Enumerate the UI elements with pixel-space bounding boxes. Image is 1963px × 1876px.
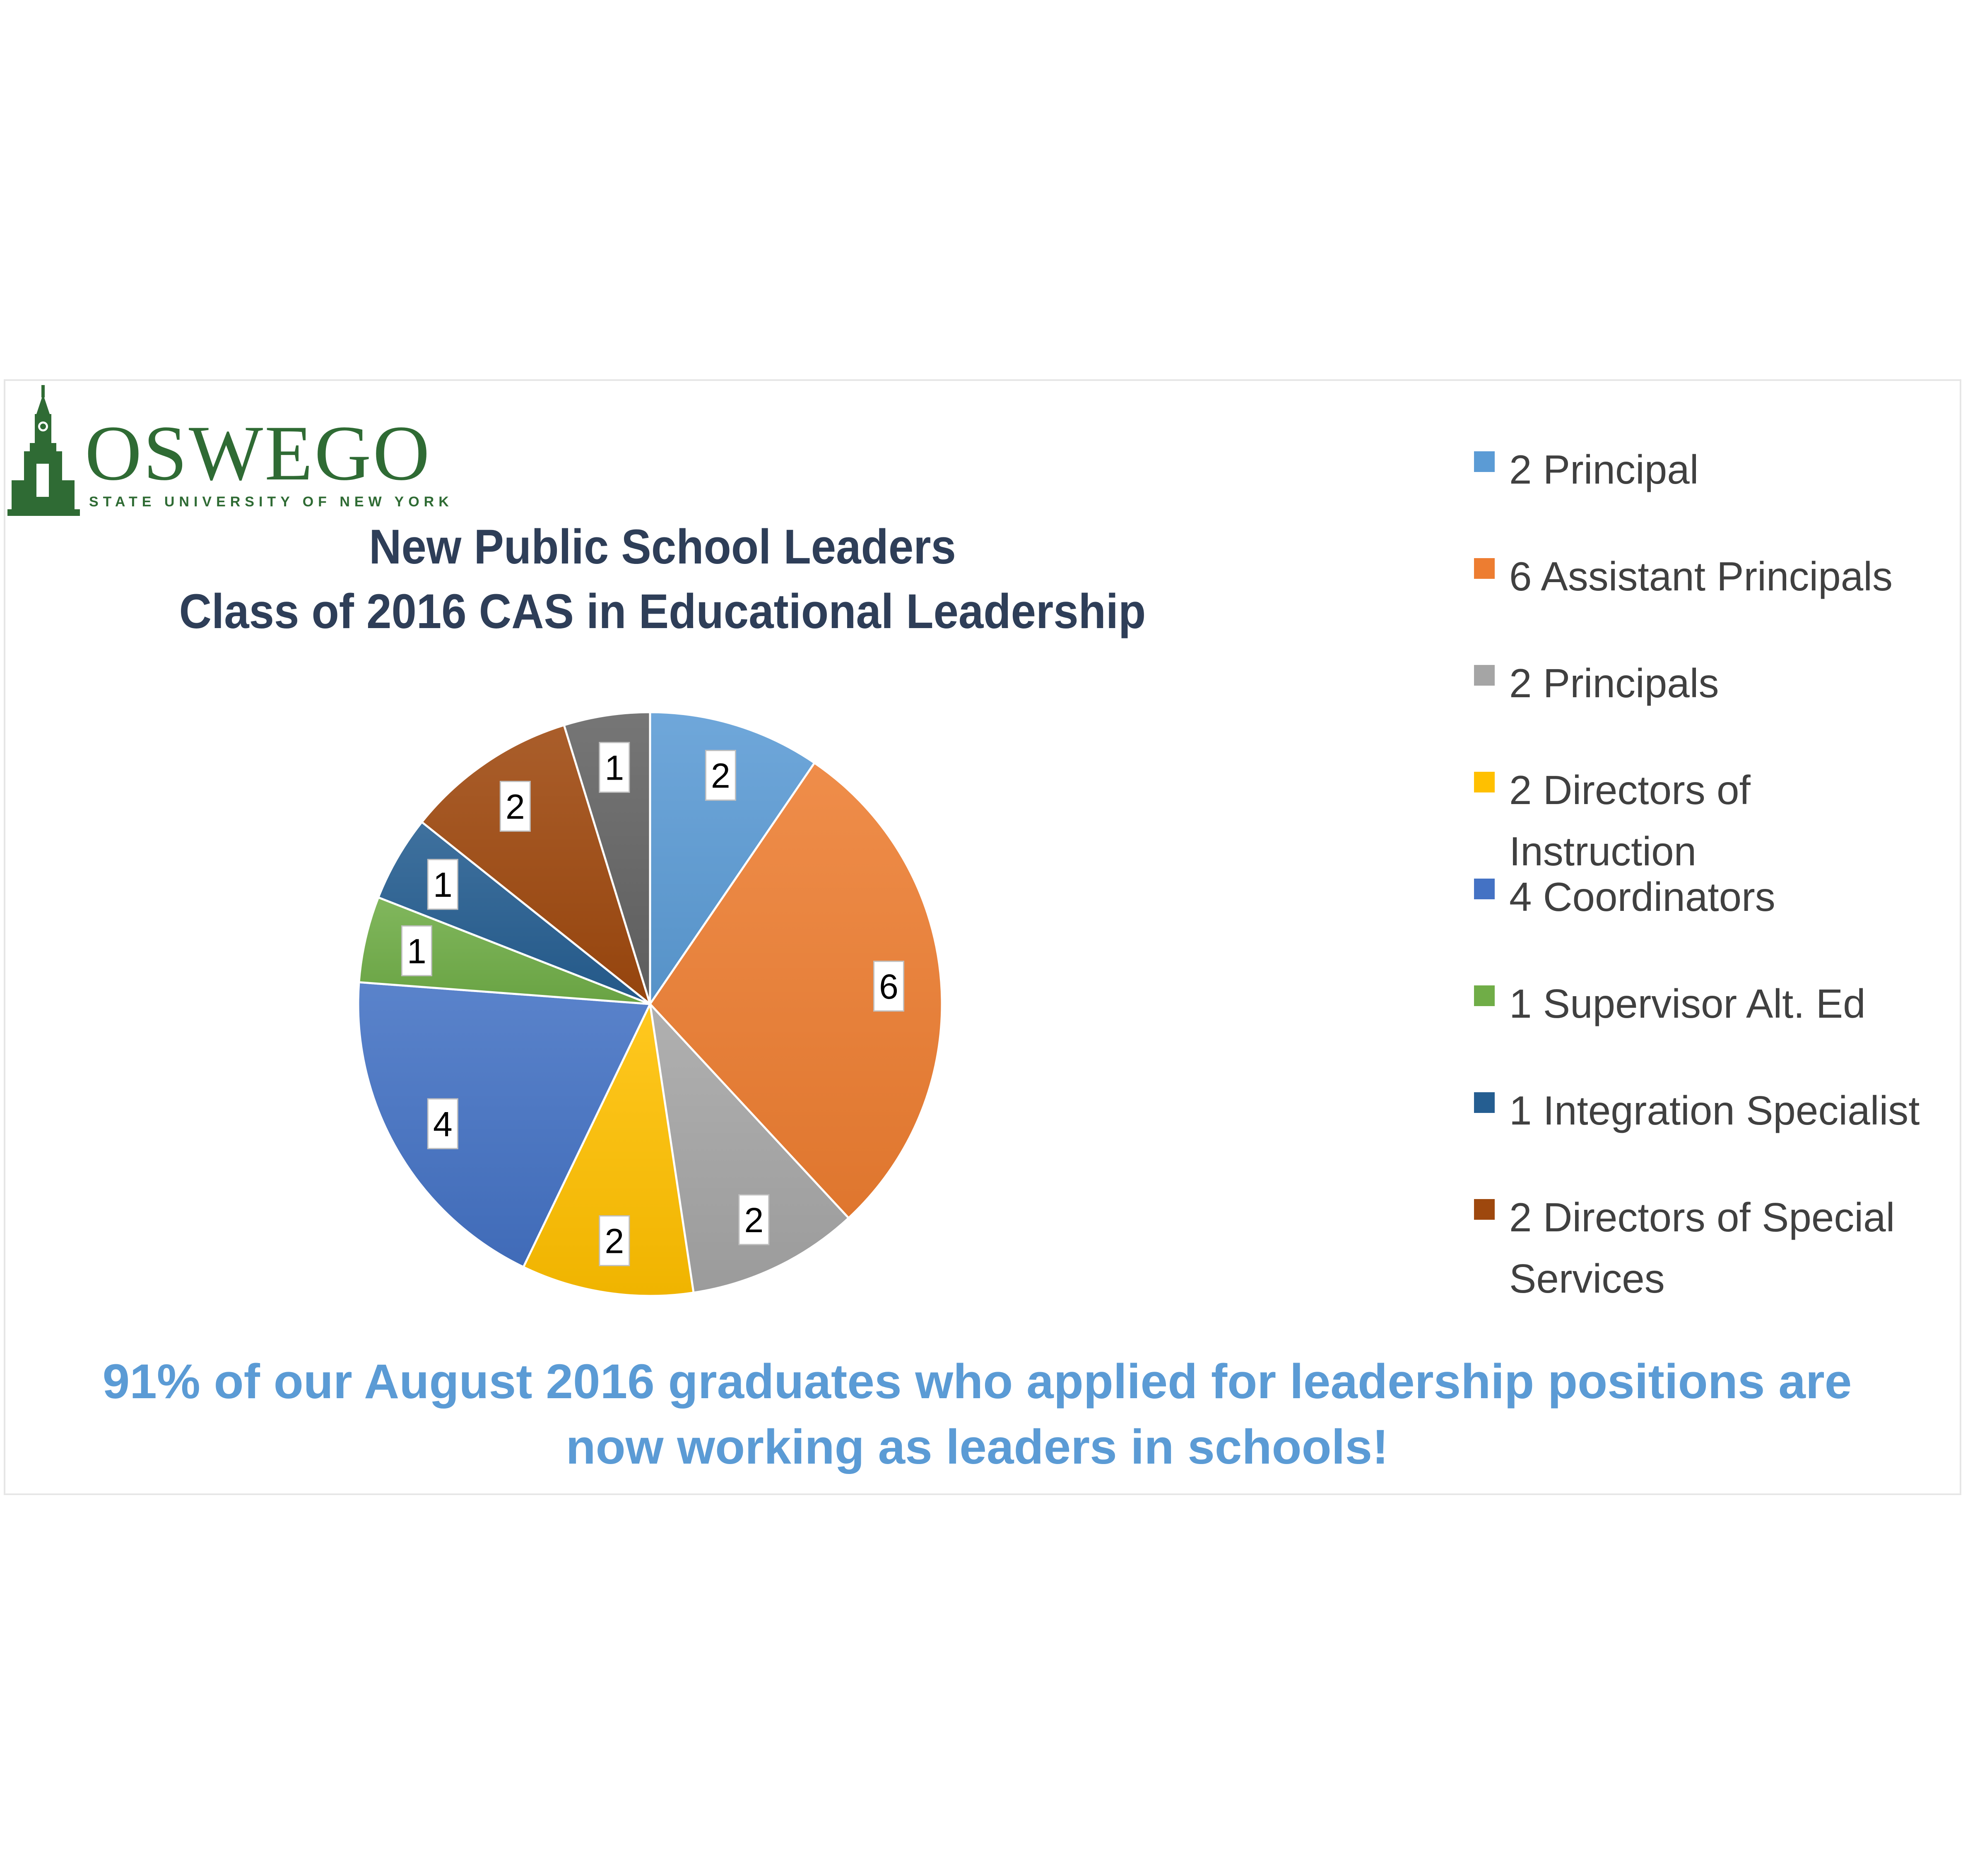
legend-swatch xyxy=(1474,1092,1495,1113)
pie-slice[interactable] xyxy=(522,1000,695,1297)
legend-label: 4 Coordinators xyxy=(1509,874,1775,920)
legend-swatch xyxy=(1474,985,1495,1006)
logo-subtitle: STATE UNIVERSITY OF NEW YORK xyxy=(89,494,453,510)
pie-slice[interactable] xyxy=(357,981,652,1269)
pie-slice[interactable] xyxy=(649,711,816,1008)
legend-label: 2 Directors of Instruction xyxy=(1509,767,1751,874)
legend-label: 6 Assistant Principals xyxy=(1509,554,1893,599)
pie-slice[interactable] xyxy=(648,1001,850,1294)
legend-swatch xyxy=(1474,1199,1495,1220)
legend-label: 1 Integration Specialist xyxy=(1509,1088,1920,1133)
chart-card xyxy=(4,379,1961,1495)
legend-label: 2 Principals xyxy=(1509,660,1719,706)
chart-title-line-2: Class of 2016 CAS in Educational Leaders… xyxy=(179,584,1146,639)
legend-swatch xyxy=(1474,451,1495,472)
legend-label: 2 Directors of Special Services xyxy=(1509,1194,1895,1301)
legend-swatch xyxy=(1474,558,1495,579)
legend-label: 1 Supervisor Alt. Ed xyxy=(1509,981,1866,1026)
legend-swatch xyxy=(1474,772,1495,792)
pie-slice[interactable] xyxy=(648,761,943,1220)
legend-swatch xyxy=(1474,665,1495,686)
footer-message: 91% of our August 2016 graduates who app… xyxy=(102,1354,1852,1474)
pie-slice[interactable] xyxy=(420,724,652,1007)
chart-title-line-1: New Public School Leaders xyxy=(369,520,956,574)
legend-label: 2 Principal xyxy=(1509,447,1699,492)
logo-wordmark: OSWEGO xyxy=(85,410,431,497)
clock-tower-icon xyxy=(7,385,80,516)
legend-swatch xyxy=(1474,879,1495,899)
pie-slice[interactable] xyxy=(358,896,650,1005)
